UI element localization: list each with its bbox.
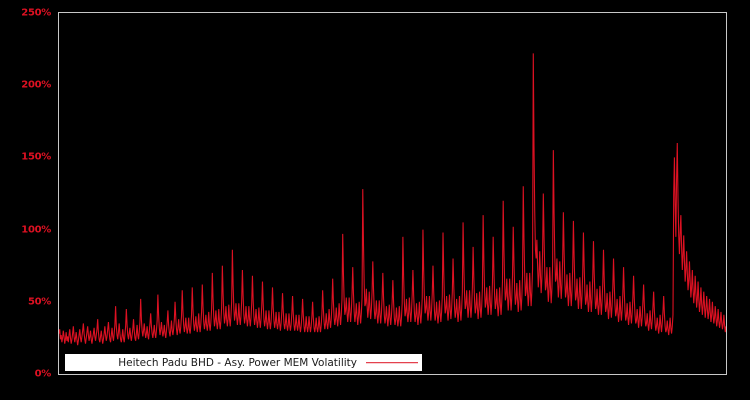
y-tick-label-0: 0% bbox=[34, 368, 52, 380]
y-tick-label-100: 100% bbox=[21, 224, 51, 236]
y-tick-label-150: 150% bbox=[21, 151, 51, 163]
legend: Heitech Padu BHD - Asy. Power MEM Volati… bbox=[65, 354, 422, 371]
series-line bbox=[59, 53, 726, 346]
volatility-series bbox=[59, 53, 726, 346]
plot-area bbox=[58, 12, 727, 375]
legend-label: Heitech Padu BHD - Asy. Power MEM Volati… bbox=[118, 356, 357, 369]
y-tick-label-50: 50% bbox=[27, 296, 51, 308]
y-tick-label-250: 250% bbox=[21, 7, 51, 19]
y-tick-label-200: 200% bbox=[21, 79, 51, 91]
y-axis: 250% 200% 150% 100% 50% 0% bbox=[0, 0, 58, 400]
legend-line-swatch bbox=[366, 358, 418, 368]
